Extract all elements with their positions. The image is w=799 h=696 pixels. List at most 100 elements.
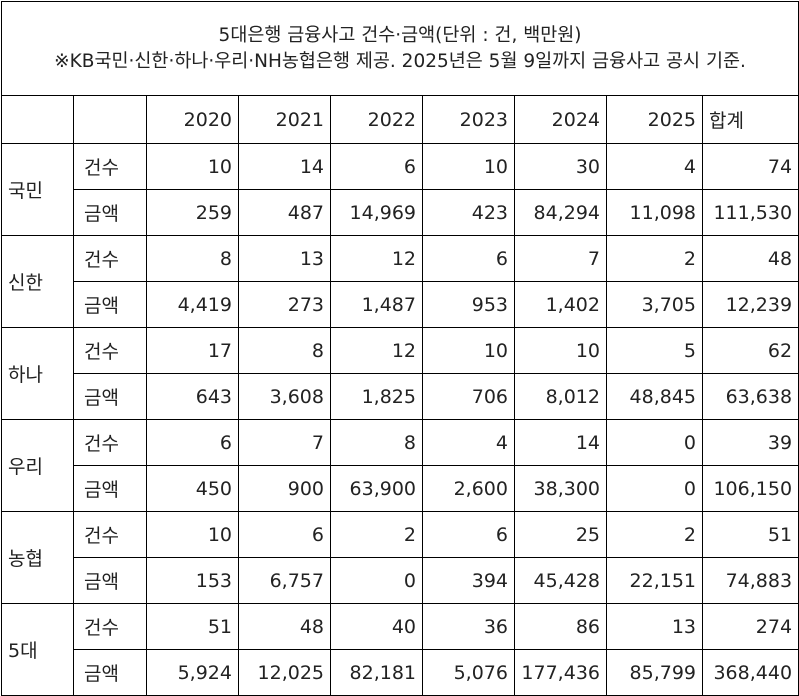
amount-cell: 85,799 xyxy=(606,649,703,696)
count-cell: 10 xyxy=(422,143,515,190)
title-line-1: 5대은행 금융사고 건수·금액(단위 : 건, 백만원) xyxy=(218,24,582,46)
table-row: 우리 건수 6 7 8 4 14 0 39 xyxy=(1,419,799,512)
amount-cell: 2,600 xyxy=(422,465,515,512)
bank-name: 5대 xyxy=(1,603,74,696)
count-total: 48 xyxy=(701,235,799,282)
count-cell: 2 xyxy=(606,511,703,558)
amount-label: 금액 xyxy=(73,465,147,512)
count-cell: 2 xyxy=(330,511,423,558)
count-cell: 86 xyxy=(514,603,607,650)
amount-cell: 1,487 xyxy=(330,281,423,328)
count-cell: 36 xyxy=(422,603,515,650)
header-2025: 2025 xyxy=(606,95,703,144)
header-total: 합계 xyxy=(701,95,799,144)
amount-total: 111,530 xyxy=(701,189,799,236)
amount-cell: 84,294 xyxy=(514,189,607,236)
amount-cell: 3,705 xyxy=(606,281,703,328)
amount-cell: 5,076 xyxy=(422,649,515,696)
table-row: 금액 450 900 63,900 2,600 38,300 0 106,150 xyxy=(2,465,799,512)
table-row: 금액 259 487 14,969 423 84,294 11,098 111,… xyxy=(2,189,799,236)
amount-total: 63,638 xyxy=(701,373,799,420)
count-cell: 8 xyxy=(330,419,423,466)
count-total: 74 xyxy=(701,143,799,190)
table-row: 신한 건수 8 13 12 6 7 2 48 xyxy=(1,235,799,328)
table-row: 금액 153 6,757 0 394 45,428 22,151 74,883 xyxy=(2,557,799,604)
count-cell: 14 xyxy=(238,143,331,190)
header-empty-bank xyxy=(1,95,74,144)
count-cell: 6 xyxy=(330,143,423,190)
amount-cell: 273 xyxy=(238,281,331,328)
count-label: 건수 xyxy=(73,419,147,466)
bank-name: 국민 xyxy=(1,143,74,236)
amount-cell: 0 xyxy=(606,465,703,512)
amount-cell: 706 xyxy=(422,373,515,420)
count-label: 건수 xyxy=(73,235,147,282)
amount-cell: 48,845 xyxy=(606,373,703,420)
amount-cell: 3,608 xyxy=(238,373,331,420)
amount-cell: 643 xyxy=(146,373,239,420)
amount-cell: 900 xyxy=(238,465,331,512)
count-cell: 10 xyxy=(146,143,239,190)
amount-label: 금액 xyxy=(73,373,147,420)
amount-label: 금액 xyxy=(73,557,147,604)
amount-cell: 14,969 xyxy=(330,189,423,236)
amount-total: 12,239 xyxy=(701,281,799,328)
count-cell: 0 xyxy=(606,419,703,466)
table-row: 하나 건수 17 8 12 10 10 5 62 xyxy=(1,327,799,420)
bank-name: 신한 xyxy=(1,235,74,328)
count-cell: 13 xyxy=(238,235,331,282)
count-total: 51 xyxy=(701,511,799,558)
amount-cell: 22,151 xyxy=(606,557,703,604)
amount-cell: 1,402 xyxy=(514,281,607,328)
table-row: 금액 643 3,608 1,825 706 8,012 48,845 63,6… xyxy=(2,373,799,420)
amount-total: 106,150 xyxy=(701,465,799,512)
amount-cell: 63,900 xyxy=(330,465,423,512)
count-cell: 10 xyxy=(146,511,239,558)
table-row: 농협 건수 10 6 2 6 25 2 51 xyxy=(1,511,799,604)
count-cell: 12 xyxy=(330,235,423,282)
count-cell: 40 xyxy=(330,603,423,650)
amount-cell: 5,924 xyxy=(146,649,239,696)
header-row: 2020 2021 2022 2023 2024 2025 합계 xyxy=(1,95,799,144)
count-cell: 7 xyxy=(514,235,607,282)
amount-cell: 177,436 xyxy=(514,649,607,696)
amount-label: 금액 xyxy=(73,649,147,696)
count-cell: 8 xyxy=(238,327,331,374)
amount-total: 368,440 xyxy=(701,649,799,696)
count-label: 건수 xyxy=(73,327,147,374)
count-total: 62 xyxy=(701,327,799,374)
table-title: 5대은행 금융사고 건수·금액(단위 : 건, 백만원) ※KB국민·신한·하나… xyxy=(0,1,799,96)
count-label: 건수 xyxy=(73,603,147,650)
count-cell: 30 xyxy=(514,143,607,190)
amount-cell: 0 xyxy=(330,557,423,604)
bank-name: 농협 xyxy=(1,511,74,604)
table-row: 국민 건수 10 14 6 10 30 4 74 xyxy=(1,143,799,236)
count-cell: 7 xyxy=(238,419,331,466)
amount-cell: 259 xyxy=(146,189,239,236)
count-cell: 8 xyxy=(146,235,239,282)
count-cell: 4 xyxy=(422,419,515,466)
amount-label: 금액 xyxy=(73,189,147,236)
count-label: 건수 xyxy=(73,143,147,190)
amount-cell: 394 xyxy=(422,557,515,604)
count-cell: 10 xyxy=(422,327,515,374)
amount-cell: 12,025 xyxy=(238,649,331,696)
amount-cell: 8,012 xyxy=(514,373,607,420)
count-cell: 25 xyxy=(514,511,607,558)
table-row: 5대 건수 51 48 40 36 86 13 274 xyxy=(1,603,799,696)
count-cell: 2 xyxy=(606,235,703,282)
amount-cell: 423 xyxy=(422,189,515,236)
amount-cell: 11,098 xyxy=(606,189,703,236)
count-cell: 14 xyxy=(514,419,607,466)
count-cell: 5 xyxy=(606,327,703,374)
amount-cell: 6,757 xyxy=(238,557,331,604)
count-cell: 48 xyxy=(238,603,331,650)
amount-cell: 487 xyxy=(238,189,331,236)
title-line-2: ※KB국민·신한·하나·우리·NH농협은행 제공. 2025년은 5월 9일까지… xyxy=(54,50,746,72)
header-2021: 2021 xyxy=(238,95,331,144)
count-cell: 51 xyxy=(146,603,239,650)
table-row: 금액 4,419 273 1,487 953 1,402 3,705 12,23… xyxy=(2,281,799,328)
count-label: 건수 xyxy=(73,511,147,558)
